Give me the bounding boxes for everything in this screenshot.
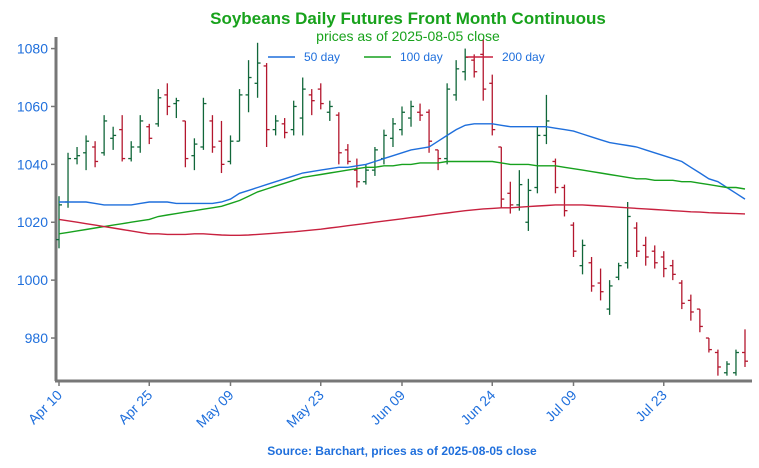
y-tick-label: 1040 bbox=[17, 156, 48, 172]
x-tick-label: Apr 10 bbox=[25, 387, 66, 428]
moving-average-line bbox=[59, 123, 746, 206]
legend-label: 100 day bbox=[400, 50, 443, 64]
y-tick-label: 1000 bbox=[17, 272, 48, 288]
x-tick-label: Jun 09 bbox=[367, 387, 408, 428]
y-tick-label: 1060 bbox=[17, 98, 48, 114]
moving-average-line bbox=[58, 204, 746, 236]
x-tick-label: May 09 bbox=[193, 387, 237, 431]
legend-label: 200 day bbox=[502, 50, 545, 64]
moving-average-line bbox=[58, 160, 746, 235]
chart-subtitle: prices as of 2025-08-05 close bbox=[316, 28, 500, 44]
y-tick-label: 980 bbox=[25, 330, 49, 346]
y-tick-label: 1020 bbox=[17, 214, 48, 230]
x-tick-label: Jun 24 bbox=[457, 387, 498, 428]
chart-title: Soybeans Daily Futures Front Month Conti… bbox=[210, 9, 606, 28]
x-tick-label: Apr 25 bbox=[115, 387, 156, 428]
source-note: Source: Barchart, prices as of 2025-08-0… bbox=[267, 444, 537, 458]
x-tick-label: Jul 23 bbox=[632, 387, 670, 425]
legend-label: 50 day bbox=[304, 50, 340, 64]
x-tick-label: Jul 09 bbox=[542, 387, 580, 425]
x-tick-label: May 23 bbox=[283, 387, 327, 431]
y-tick-label: 1080 bbox=[17, 41, 48, 57]
